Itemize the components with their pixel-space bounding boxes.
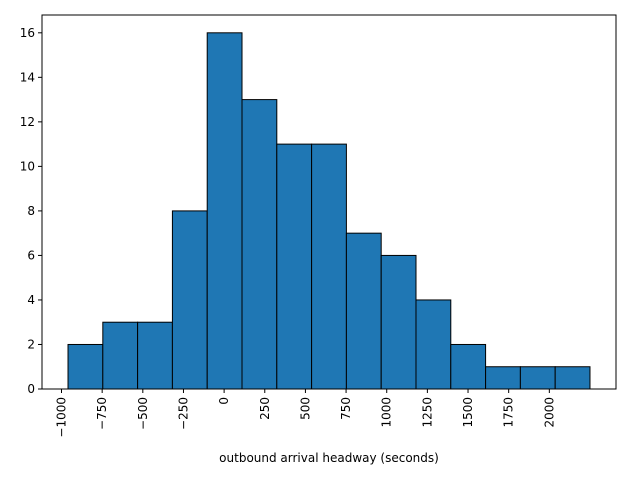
x-tick-label: 1500 <box>461 397 475 428</box>
y-tick-label: 6 <box>27 248 35 262</box>
x-tick-label: −750 <box>95 397 109 430</box>
histogram-bar <box>137 321 173 390</box>
histogram-bar <box>380 254 417 390</box>
histogram-bar <box>415 299 452 390</box>
histogram-bar <box>102 321 139 390</box>
y-tick-label: 2 <box>27 337 35 351</box>
histogram-bar <box>519 366 556 390</box>
x-tick-label: 2000 <box>542 397 556 428</box>
histogram-bar <box>450 343 487 390</box>
y-tick-label: 12 <box>20 115 35 129</box>
x-tick-label: −500 <box>136 397 150 430</box>
x-tick-label: 0 <box>217 397 231 405</box>
bars-group <box>67 32 591 390</box>
x-axis-label: outbound arrival headway (seconds) <box>219 451 439 465</box>
plot-frame <box>41 14 617 390</box>
x-tick-label: −1000 <box>55 397 69 438</box>
histogram-bar <box>554 366 591 390</box>
y-tick-label: 14 <box>20 70 35 84</box>
y-tick-label: 8 <box>27 204 35 218</box>
y-axis: 0 2 4 6 8 10 12 14 16 <box>20 26 42 396</box>
x-tick-label: 1750 <box>502 397 516 428</box>
x-tick-label: 1250 <box>420 397 434 428</box>
histogram-bar <box>311 143 347 390</box>
x-tick-label: 1000 <box>380 397 394 428</box>
histogram-bar <box>67 343 104 390</box>
histogram-bar <box>206 32 243 390</box>
histogram-bar <box>485 366 521 390</box>
histogram-bar <box>276 143 313 390</box>
histogram-bar <box>171 210 208 390</box>
histogram-bar <box>241 99 278 390</box>
x-tick-label: 750 <box>339 397 353 420</box>
y-tick-label: 0 <box>27 382 35 396</box>
y-tick-label: 4 <box>27 293 35 307</box>
histogram-bar <box>345 232 382 390</box>
x-tick-label: −250 <box>176 397 190 430</box>
y-tick-label: 16 <box>20 26 35 40</box>
x-tick-label: 250 <box>258 397 272 420</box>
y-tick-label: 10 <box>20 159 35 173</box>
x-axis: −1000 −750 −500 −250 0 250 500 750 1000 1250 1500 1… <box>55 389 556 438</box>
x-tick-label: 500 <box>298 397 312 420</box>
